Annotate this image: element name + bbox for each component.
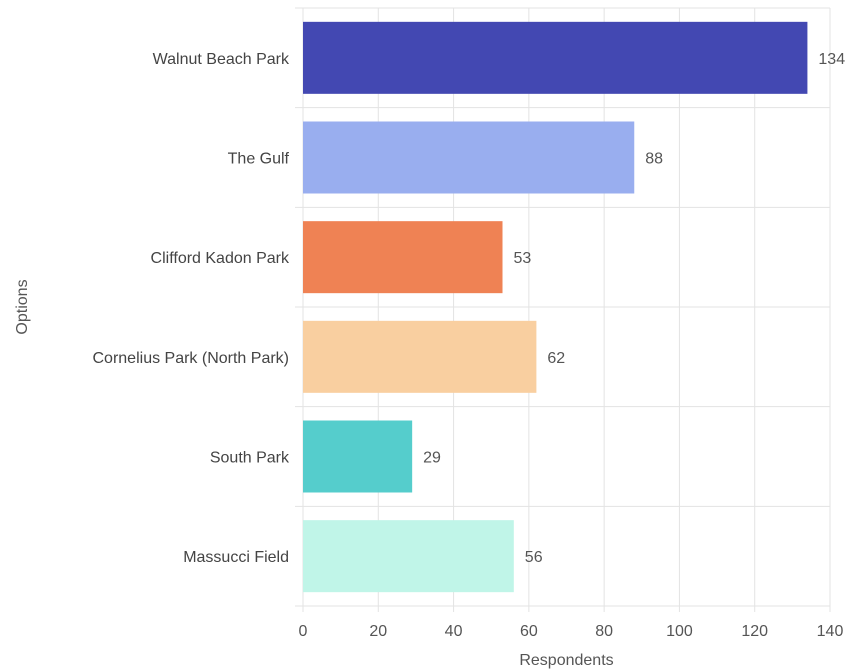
x-tick-label-0: 0 bbox=[299, 623, 308, 640]
category-label-5: Massucci Field bbox=[183, 549, 289, 566]
category-label-3: Cornelius Park (North Park) bbox=[93, 350, 290, 367]
x-tick-label-6: 120 bbox=[741, 623, 768, 640]
value-label-4: 29 bbox=[423, 450, 441, 467]
grid-lines bbox=[295, 7, 831, 612]
x-tick-label-1: 20 bbox=[369, 623, 387, 640]
x-tick-label-2: 40 bbox=[445, 623, 463, 640]
value-label-3: 62 bbox=[547, 350, 565, 367]
bar-2 bbox=[303, 221, 503, 294]
x-tick-label-4: 80 bbox=[595, 623, 613, 640]
bar-0 bbox=[303, 21, 808, 94]
value-label-2: 53 bbox=[514, 250, 532, 267]
x-tick-label-3: 60 bbox=[520, 623, 538, 640]
value-label-0: 134 bbox=[818, 51, 845, 68]
x-tick-labels: 0 20 40 60 80 100 120 140 bbox=[299, 623, 844, 640]
bar-4 bbox=[303, 420, 413, 493]
category-labels: Walnut Beach Park The Gulf Clifford Kadon … bbox=[93, 51, 291, 566]
category-label-1: The Gulf bbox=[228, 151, 290, 168]
x-tick-label-5: 100 bbox=[666, 623, 693, 640]
category-label-0: Walnut Beach Park bbox=[153, 51, 290, 68]
bar-3 bbox=[303, 320, 537, 393]
x-tick-label-7: 140 bbox=[817, 623, 844, 640]
y-axis-title: Options bbox=[14, 279, 31, 334]
category-label-2: Clifford Kadon Park bbox=[151, 250, 290, 267]
bar-1 bbox=[303, 121, 635, 194]
category-label-4: South Park bbox=[210, 450, 290, 467]
bars bbox=[303, 21, 808, 593]
value-label-1: 88 bbox=[645, 151, 663, 168]
value-label-5: 56 bbox=[525, 549, 543, 566]
value-labels: 134 88 53 62 29 56 bbox=[423, 51, 845, 566]
x-axis-title: Respondents bbox=[519, 652, 613, 669]
bar-5 bbox=[303, 520, 514, 593]
